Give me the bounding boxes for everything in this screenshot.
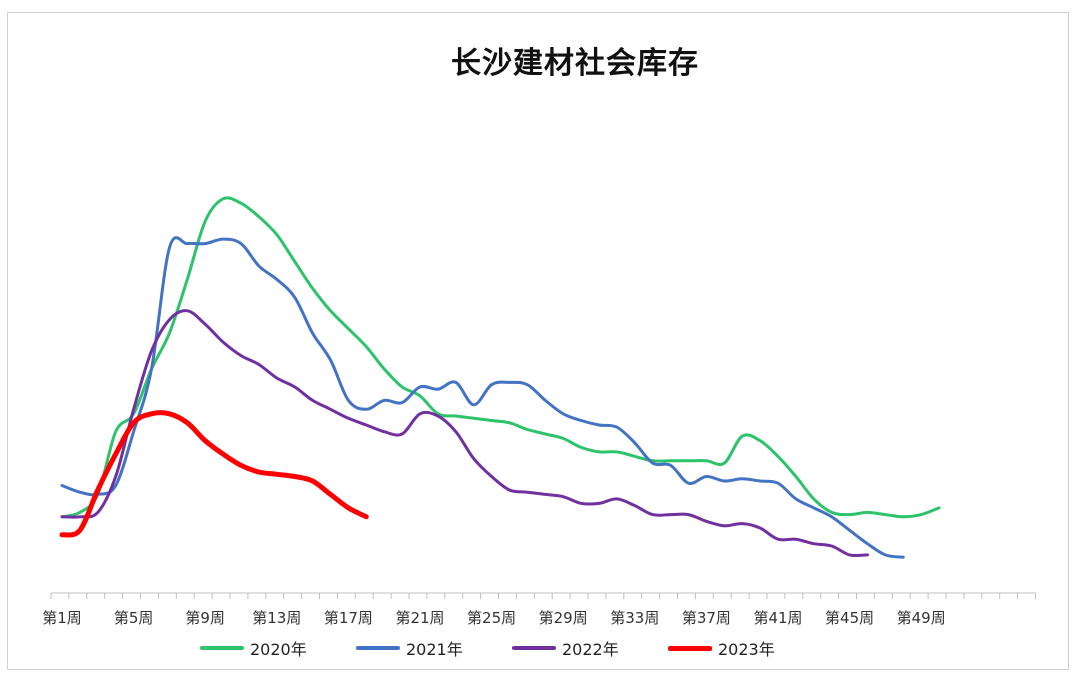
x-tick-label: 第29周	[539, 609, 588, 627]
x-tick-label: 第49周	[897, 609, 946, 627]
x-tick-label: 第5周	[114, 609, 154, 627]
legend-item: 2022年	[512, 636, 619, 660]
series-line-3	[59, 410, 369, 538]
x-tick-labels: 第1周 第5周 第9周 第13周 第17周 第21周 第25周 第29周 第33周 第37周 第41…	[42, 609, 946, 627]
series-line-1	[60, 236, 905, 559]
series-line-0	[60, 196, 941, 519]
chart-title: 长沙建材社会库存	[451, 46, 699, 81]
x-axis	[50, 592, 1036, 599]
series-line-2	[60, 309, 869, 558]
x-tick-label: 第13周	[252, 609, 301, 627]
legend-swatch	[356, 646, 400, 650]
legend: 2020年 2021年 2022年 2023年	[0, 636, 1080, 660]
x-tick-label: 第17周	[324, 609, 373, 627]
x-tick-label: 第9周	[185, 609, 225, 627]
legend-swatch	[668, 645, 712, 651]
legend-label: 2020年	[250, 640, 307, 659]
legend-label: 2022年	[562, 640, 619, 659]
x-tick-label: 第41周	[753, 609, 802, 627]
legend-label: 2023年	[718, 640, 775, 659]
x-tick-label: 第45周	[825, 609, 874, 627]
series-lines	[59, 196, 941, 559]
legend-item: 2021年	[356, 636, 463, 660]
x-tick-label: 第37周	[682, 609, 731, 627]
legend-swatch	[200, 646, 244, 650]
chart-frame	[7, 12, 1069, 670]
x-tick-label: 第25周	[467, 609, 516, 627]
legend-label: 2021年	[406, 640, 463, 659]
legend-item: 2023年	[668, 636, 775, 660]
x-tick-label: 第33周	[610, 609, 659, 627]
x-tick-label: 第1周	[42, 609, 82, 627]
x-tick-label: 第21周	[395, 609, 444, 627]
legend-item: 2020年	[200, 636, 307, 660]
legend-swatch	[512, 646, 556, 650]
